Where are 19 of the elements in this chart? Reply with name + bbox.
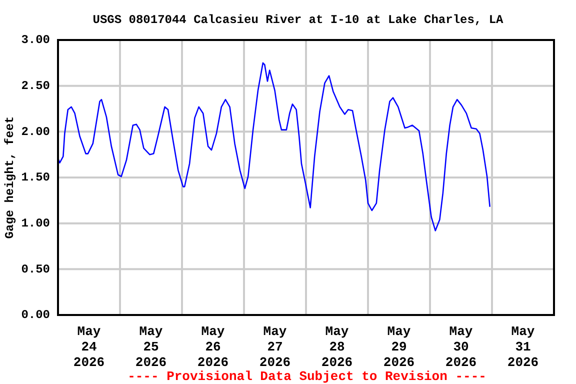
x-tick-label: May 28 2026 — [321, 324, 353, 370]
x-tick-label: May 25 2026 — [135, 324, 167, 370]
y-axis-title: Gage height, feet — [3, 116, 18, 239]
x-tick-label: May 29 2026 — [383, 324, 415, 370]
y-tick-label: 1.00 — [21, 216, 50, 231]
y-tick-label: 0.00 — [21, 308, 50, 322]
y-tick-label: 3.00 — [21, 33, 50, 48]
chart-title: USGS 08017044 Calcasieu River at I-10 at Lake Charles, LA — [92, 13, 504, 27]
y-tick-label: 2.50 — [21, 79, 50, 94]
x-tick-label: May 24 2026 — [73, 324, 105, 370]
x-tick-label: May 27 2026 — [259, 324, 291, 370]
x-tick-label: May 26 2026 — [197, 324, 229, 370]
y-tick-label: 1.50 — [21, 170, 50, 185]
x-tick-label: May 31 2026 — [507, 324, 539, 370]
text: ---- Provisional Data Subject to Revision ---- — [128, 369, 486, 384]
y-tick-label: 2.00 — [21, 124, 50, 139]
line-series — [57, 62, 490, 232]
y-tick-label: 0.50 — [21, 262, 50, 276]
x-tick-label: May 30 2026 — [445, 324, 477, 370]
